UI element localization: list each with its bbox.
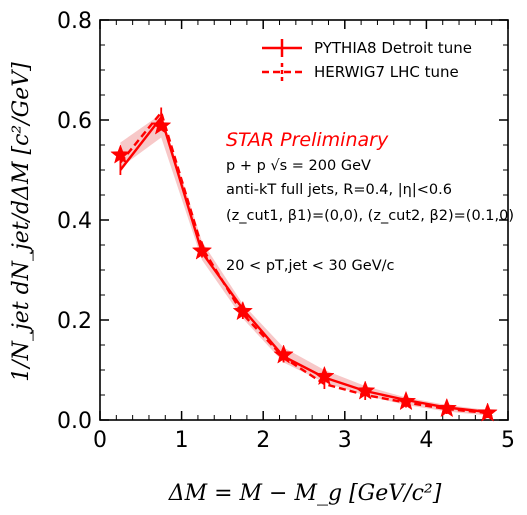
y-axis-label: 1/N_jet dN_jet/dΔM [c²/GeV] [9, 62, 34, 382]
pythia-curve [119, 114, 488, 414]
annotation-collision: p + p √s = 200 GeV [226, 158, 371, 174]
annotation-jets: anti-kT full jets, R=0.4, |η|<0.6 [226, 182, 452, 198]
y-tick-label: 0.6 [57, 109, 92, 134]
data-point-star [191, 240, 213, 260]
herwig-curve [119, 109, 488, 415]
marker-layer [110, 115, 498, 422]
x-tick-label: 0 [93, 428, 107, 453]
data-point-star [314, 365, 335, 386]
y-tick-label: 0.0 [57, 409, 92, 434]
x-tick-label: 5 [501, 428, 515, 453]
y-tick-label: 0.2 [57, 309, 92, 334]
axes-layer: 0 1 2 3 4 5 0.0 0.2 0.4 0.6 0.8 [57, 9, 515, 453]
y-tick-label: 0.8 [57, 9, 92, 34]
x-tick-label: 4 [419, 428, 433, 453]
data-point-star [232, 300, 253, 321]
x-axis-label: ΔM = M − M_g [GeV/c²] [168, 481, 442, 506]
data-point-star [110, 144, 131, 164]
data-point-star [355, 380, 376, 400]
annotation-grooming: (z_cut1, β1)=(0,0), (z_cut2, β2)=(0.1,0) [226, 208, 514, 224]
data-point-star [273, 344, 294, 364]
data-point-star [151, 115, 172, 135]
y-tick-label: 0.4 [57, 209, 92, 234]
x-tick-label: 3 [338, 428, 352, 453]
legend: PYTHIA8 Detroit tune HERWIG7 LHC tune [262, 39, 472, 81]
legend-pythia-label: PYTHIA8 Detroit tune [314, 39, 472, 57]
data-point-star [477, 402, 498, 422]
x-tick-label: 1 [175, 428, 189, 453]
data-point-star [436, 397, 457, 418]
star-preliminary-label: STAR Preliminary [226, 129, 389, 151]
data-point-star [395, 390, 417, 411]
legend-herwig-label: HERWIG7 LHC tune [314, 63, 459, 81]
x-tick-label: 2 [256, 428, 270, 453]
annotation-pt-range: 20 < pT,jet < 30 GeV/c [226, 258, 395, 274]
